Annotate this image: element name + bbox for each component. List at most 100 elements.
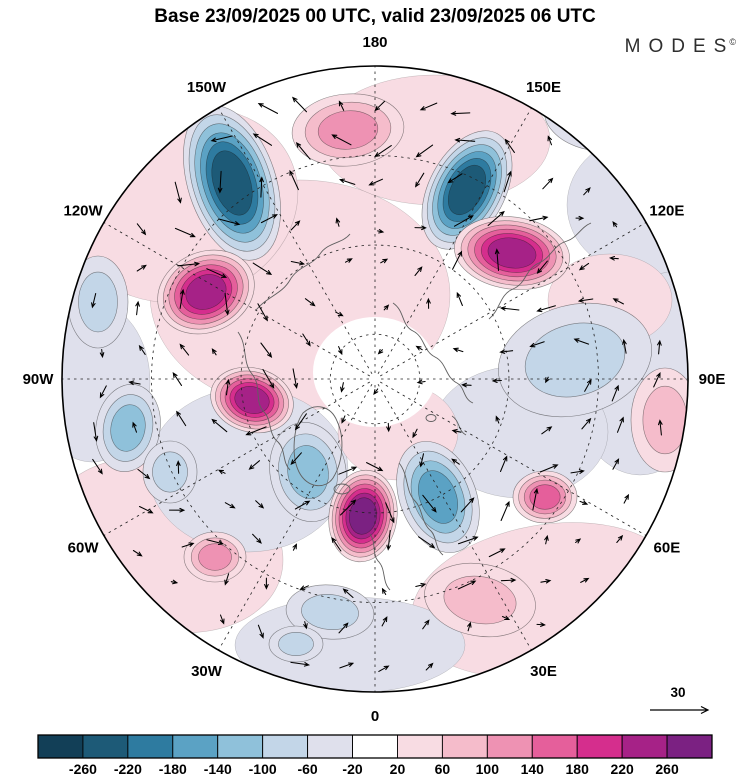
- wind-arrow: [368, 178, 384, 186]
- anomaly-ring: [447, 165, 487, 215]
- wind-arrow: [578, 262, 590, 271]
- lon-label: 0: [371, 708, 379, 725]
- wind-arrow: [181, 542, 195, 548]
- wind-arrow: [425, 662, 434, 671]
- wind-arrow: [415, 582, 427, 588]
- anomaly-ring: [301, 594, 359, 630]
- modes-logo: MODES©: [625, 36, 736, 58]
- wind-arrow: [135, 300, 140, 316]
- wind-arrow: [453, 215, 474, 227]
- meridian-line: [218, 383, 373, 651]
- wind-arrow: [385, 502, 395, 524]
- latitude-circle: [240, 244, 510, 514]
- wind-arrow: [290, 452, 302, 466]
- chart-title: Base 23/09/2025 00 UTC, valid 23/09/2025…: [154, 6, 596, 27]
- anomaly-ring: [348, 497, 378, 535]
- wind-arrow: [378, 665, 390, 672]
- anomaly-ring: [152, 451, 188, 493]
- wind-arrow: [218, 218, 241, 226]
- wind-arrow: [623, 493, 630, 504]
- lon-label: 150W: [187, 79, 227, 96]
- wind-arrow: [340, 382, 345, 393]
- wind-arrow: [92, 458, 103, 475]
- colorbar-segment: [486, 734, 533, 759]
- wind-arrow: [504, 138, 515, 153]
- colorbar-segment: [37, 734, 84, 759]
- wind-arrow: [612, 298, 624, 305]
- wind-arrow: [544, 534, 549, 545]
- wind-arrow: [611, 384, 619, 402]
- wind-arrow: [294, 500, 311, 510]
- colorbar-segment: [307, 734, 353, 759]
- colorbar-tick-label: 60: [435, 761, 451, 777]
- lon-label: 30E: [530, 663, 557, 680]
- lon-label: 30W: [191, 663, 223, 680]
- wind-arrow: [211, 348, 217, 356]
- wind-arrow: [577, 298, 594, 303]
- anomaly-ring: [317, 110, 379, 150]
- colorbar: -260 -220 -180 -140 -100 -60 -20 20 60 100 140 180 2…: [37, 734, 713, 777]
- colorbar-segment: [666, 734, 713, 759]
- anomaly-ring: [487, 237, 537, 269]
- lon-label: 90E: [699, 371, 726, 388]
- wind-arrow: [580, 577, 590, 583]
- wind-arrow: [573, 338, 590, 345]
- wind-arrow: [419, 453, 425, 468]
- wind-arrow: [381, 616, 388, 627]
- wind-arrow: [217, 469, 226, 475]
- wind-arrow: [338, 622, 349, 634]
- wind-arrow: [415, 172, 425, 188]
- colorbar-tick-label: 100: [476, 761, 500, 777]
- wind-arrow: [575, 215, 585, 221]
- wind-arrow: [289, 169, 299, 191]
- wind-arrow: [609, 255, 619, 261]
- colorbar-segment: [352, 734, 398, 759]
- anomaly-ring: [278, 631, 314, 656]
- wind-arrow: [616, 534, 624, 544]
- wind-arrow: [386, 422, 391, 433]
- wind-arrow: [500, 577, 517, 583]
- wind-arrow: [138, 505, 154, 514]
- wind-arrow: [138, 344, 146, 355]
- wind-arrow: [579, 500, 589, 505]
- colorbar-segment: [397, 734, 443, 759]
- wind-arrow: [206, 268, 228, 278]
- wind-arrow: [532, 487, 539, 511]
- wind-arrow: [460, 497, 475, 513]
- wind-arrow: [499, 349, 514, 354]
- wind-arrow: [536, 622, 546, 627]
- map-outline: [61, 65, 689, 693]
- anomaly-ring: [287, 445, 329, 499]
- wind-arrow: [211, 418, 228, 433]
- lon-label: 150E: [526, 79, 561, 96]
- wind-arrow: [451, 428, 462, 434]
- coastline-path: [392, 302, 474, 404]
- wind-arrow: [338, 100, 345, 111]
- modes-logo-text: MODES: [624, 36, 735, 57]
- lon-label: 180: [362, 34, 387, 51]
- wind-arrow: [179, 343, 190, 356]
- wind-arrow: [217, 170, 223, 194]
- wind-arrow: [653, 372, 661, 388]
- wind-arrow: [500, 500, 510, 522]
- wind-arrow: [93, 422, 99, 442]
- wind-arrow: [342, 588, 354, 599]
- wind-arrow: [170, 579, 179, 585]
- wind-arrow: [302, 333, 311, 347]
- wind-arrow: [499, 455, 508, 473]
- wind-arrow: [264, 577, 269, 590]
- wind-arrow: [248, 460, 261, 470]
- meridian-line: [377, 383, 532, 651]
- meridian-line: [379, 381, 647, 536]
- wind-arrow: [172, 372, 183, 386]
- colorbar-segment: [576, 734, 623, 759]
- colorbar-segment: [531, 734, 578, 759]
- wind-arrow: [331, 537, 342, 552]
- wind-arrow: [290, 661, 311, 667]
- wind-arrow: [377, 228, 385, 234]
- wind-arrow: [467, 621, 472, 632]
- colorbar-segment: [127, 734, 174, 759]
- anomaly-ring: [78, 271, 118, 333]
- reference-vector-label: 30: [670, 685, 685, 700]
- colorbar-segment: [262, 734, 309, 759]
